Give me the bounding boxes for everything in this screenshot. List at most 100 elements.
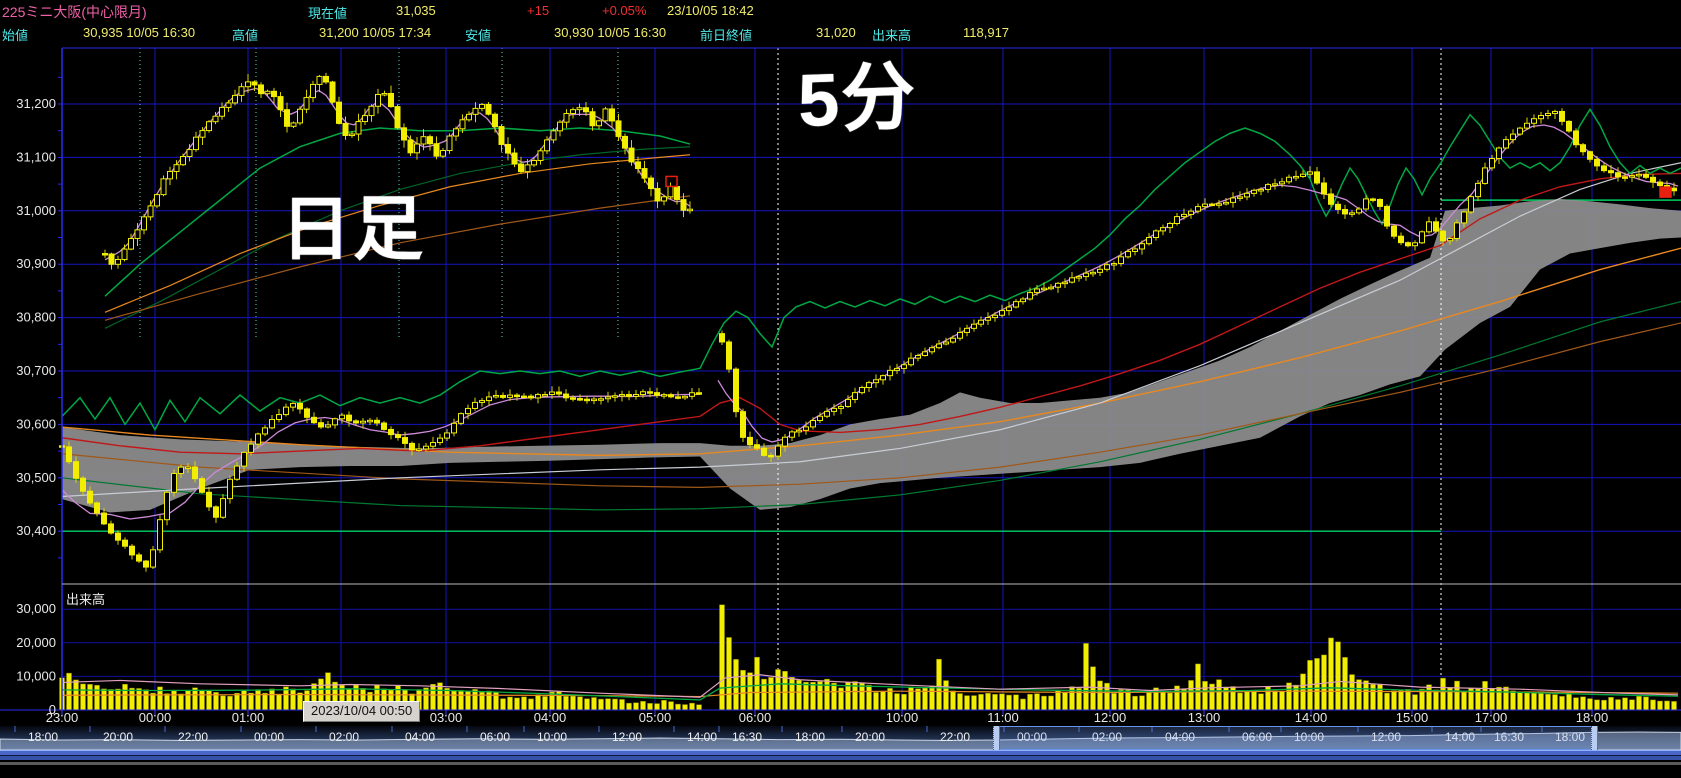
- x-axis-time-label: 06:00: [739, 710, 772, 725]
- handwritten-annotation-5min: 5分: [796, 54, 919, 143]
- navigator-silhouette: [0, 726, 1681, 750]
- navigator-time-label: 18:00: [27, 730, 59, 744]
- volume-bars: [719, 604, 1677, 711]
- indicator-line: [104, 154, 691, 313]
- indicator-line: [61, 674, 1679, 698]
- indicator-line: [61, 322, 1681, 489]
- low-value: 30,930 10/05 16:30: [554, 25, 667, 40]
- y-axis-volume-label: 20,000: [16, 635, 56, 650]
- navigator-time-label: 20:00: [102, 730, 134, 744]
- x-axis-time-label: 04:00: [534, 710, 567, 725]
- navigator-time-label: 02:00: [328, 730, 360, 744]
- low-label: 安値: [465, 28, 492, 43]
- y-axis-volume-label: 10,000: [16, 668, 56, 683]
- navigator-time-label: 16:30: [731, 730, 763, 744]
- navigator-time-label: 18:00: [1554, 730, 1586, 744]
- indicator-line: [61, 172, 1681, 455]
- bottom-divider: [0, 762, 1681, 765]
- x-axis-time-label: 01:00: [232, 710, 265, 725]
- x-axis-time-label: 05:00: [639, 710, 672, 725]
- x-axis-time-label: 14:00: [1295, 710, 1328, 725]
- indicator-line: [104, 146, 691, 329]
- navigator-time-label: 00:00: [1016, 730, 1048, 744]
- open-value: 30,935 10/05 16:30: [83, 25, 196, 40]
- indicator-line: [61, 300, 1681, 511]
- navigator-time-label: 22:00: [177, 730, 209, 744]
- x-axis-time-label: 23:00: [46, 710, 79, 725]
- candles-5min-night: [59, 386, 702, 572]
- y-axis-volume-label: 0: [49, 702, 56, 717]
- navigator-time-label: 12:00: [611, 730, 643, 744]
- x-axis-time-label: 17:00: [1475, 710, 1508, 725]
- y-axis-price-label: 31,200: [16, 96, 56, 111]
- candles-daily-inset: [102, 72, 693, 270]
- navigator-time-label: 06:00: [1241, 730, 1273, 744]
- navigator-time-label: 04:00: [1164, 730, 1196, 744]
- navigator-time-label: 12:00: [1370, 730, 1402, 744]
- navigator-right-handle[interactable]: [1591, 726, 1598, 750]
- horizontal-scrollbar[interactable]: [0, 750, 1681, 755]
- prev-close-label: 前日終値: [700, 28, 753, 43]
- indicator-line: [104, 195, 691, 321]
- y-axis-price-label: 30,900: [16, 256, 56, 271]
- y-axis-price-label: 30,700: [16, 363, 56, 378]
- volume-label: 出来高: [872, 28, 912, 43]
- y-axis-price-label: 30,500: [16, 470, 56, 485]
- indicator-line: [61, 690, 1679, 698]
- price-change: +15: [527, 3, 550, 18]
- indicator-line: [61, 107, 1681, 432]
- navigator-time-label: 14:00: [1444, 730, 1476, 744]
- crosshair-tooltip: 2023/10/04 00:50: [303, 701, 421, 722]
- y-axis-price-label: 30,400: [16, 523, 56, 538]
- y-axis-price-label: 30,600: [16, 416, 56, 431]
- y-axis-volume-label: 30,000: [16, 601, 56, 616]
- current-price-label: 現在値: [308, 6, 348, 21]
- quote-datetime: 23/10/05 18:42: [667, 3, 754, 18]
- x-axis-time-label: 12:00: [1094, 710, 1127, 725]
- navigator-time-label: 16:30: [1493, 730, 1525, 744]
- quote-header-row1: 225ミニ大阪(中心限月) 現在値 31,035 +15 +0.05% 23/1…: [0, 0, 1681, 22]
- price-change-pct: +0.05%: [602, 3, 647, 18]
- navigator-time-label: 10:00: [1293, 730, 1325, 744]
- navigator-selected-range[interactable]: [995, 726, 1593, 750]
- chart-navigator[interactable]: 18:00 20:00 22:00 00:00 02:00 04:00 06:00 10:00…: [0, 726, 1681, 750]
- current-price-marker: [1659, 186, 1672, 198]
- y-axis-price-label: 31,100: [16, 149, 56, 164]
- high-value: 31,200 10/05 17:34: [319, 25, 432, 40]
- navigator-time-label: 02:00: [1091, 730, 1123, 744]
- navigator-time-label: 20:00: [854, 730, 886, 744]
- navigator-time-label: 22:00: [939, 730, 971, 744]
- y-axis-price-label: 31,000: [16, 203, 56, 218]
- y-axis-price-label: 30,800: [16, 310, 56, 325]
- volume-value: 118,917: [963, 25, 1010, 40]
- ichimoku-cloud: [62, 199, 1681, 513]
- high-label: 高値: [232, 28, 259, 43]
- quote-header-row2: 始値 30,935 10/05 16:30 高値 31,200 10/05 17…: [0, 22, 1681, 44]
- x-axis-time-label: 18:00: [1576, 710, 1609, 725]
- x-axis-time-label: 00:00: [139, 710, 172, 725]
- x-axis-time-label: 03:00: [430, 710, 463, 725]
- navigator-time-label: 04:00: [404, 730, 436, 744]
- x-axis-time-label: 10:00: [886, 710, 919, 725]
- x-axis-time-label: 15:00: [1396, 710, 1429, 725]
- x-axis-time-label: 11:00: [987, 710, 1019, 725]
- navigator-time-label: 14:00: [686, 730, 718, 744]
- open-label: 始値: [2, 28, 29, 43]
- indicator-line: [104, 127, 691, 297]
- candles-5min-day: [719, 108, 1677, 462]
- volume-pane-label: 出来高: [66, 592, 106, 607]
- current-price-marker: [665, 175, 678, 188]
- current-price-value: 31,035: [396, 3, 436, 18]
- navigator-time-label: 00:00: [253, 730, 285, 744]
- x-axis-time-label: 13:00: [1188, 710, 1221, 725]
- handwritten-annotation-daily: 日足: [281, 190, 425, 268]
- navigator-area-profile: [0, 731, 1681, 750]
- navigator-left-handle[interactable]: [993, 726, 1000, 750]
- price-chart[interactable]: 31,200 31,100 31,000 30,900 30,800 30,700 30,6…: [0, 0, 1681, 726]
- instrument-title: 225ミニ大阪(中心限月): [2, 4, 147, 20]
- indicator-line: [61, 683, 1679, 701]
- prev-close-value: 31,020: [816, 25, 856, 40]
- horizontal-scrollbar-track[interactable]: [0, 755, 1681, 760]
- navigator-time-label: 10:00: [536, 730, 568, 744]
